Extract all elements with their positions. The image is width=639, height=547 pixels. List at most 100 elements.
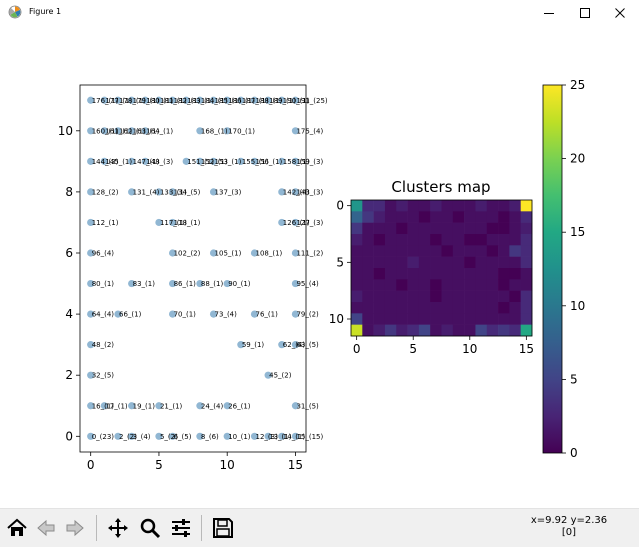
zoom-button[interactable]	[137, 514, 163, 542]
scatter-point	[169, 249, 177, 257]
colorbar-tick-label: 20	[570, 152, 585, 166]
heatmap-cell	[486, 245, 499, 257]
scatter-point	[182, 96, 190, 104]
heatmap-y-tick-label: 0	[336, 199, 344, 213]
heatmap-cell	[520, 256, 533, 269]
heatmap-cell	[509, 313, 521, 325]
scatter-point-label: 5_(2)	[160, 433, 178, 441]
heatmap-cell	[351, 256, 363, 269]
scatter-point	[100, 157, 108, 165]
scatter-point-label: 19_(1)	[133, 402, 156, 410]
heatmap-cell	[475, 313, 488, 325]
heatmap-cell	[418, 302, 431, 314]
scatter-point-label: 14_(1)	[283, 433, 306, 441]
scatter-point-label: 6_(5)	[174, 433, 192, 441]
heatmap-cell	[509, 245, 521, 257]
heatmap-cell	[373, 302, 386, 314]
scatter-point	[100, 127, 108, 135]
heatmap-cell	[498, 268, 510, 280]
heatmap-cell	[464, 268, 476, 280]
configure-subplots-button[interactable]	[168, 514, 194, 542]
heatmap-cell	[407, 211, 420, 223]
scatter-point-label: 181_(1)	[160, 97, 187, 105]
sliders-icon	[172, 519, 190, 537]
heatmap-x-tick-label: 5	[409, 342, 417, 356]
scatter-point	[141, 96, 149, 104]
scatter-point-label: 32_(5)	[92, 372, 115, 380]
scatter-point	[291, 218, 300, 227]
heatmap-cell	[475, 279, 488, 291]
heatmap-cell	[396, 245, 408, 257]
heatmap-cell	[441, 279, 454, 291]
scatter-y-tick-label: 4	[65, 307, 73, 321]
save-button[interactable]	[210, 514, 236, 542]
heatmap-cell	[498, 234, 510, 246]
maximize-button[interactable]	[566, 0, 604, 26]
heatmap-cell	[498, 313, 510, 325]
scatter-point-label: 188_(1)	[256, 97, 283, 105]
heatmap-cell	[384, 324, 397, 337]
scatter-point-label: 12_(3)	[256, 433, 279, 441]
scatter-x-tick-label: 5	[155, 458, 163, 472]
figure-canvas[interactable]: 0 5 10 15 0 2 4 6 8 10 176_(1)177_(1)178_(1)179_(…	[0, 26, 639, 508]
heatmap-cell	[362, 279, 374, 291]
scatter-point	[169, 188, 177, 196]
heatmap-cell	[498, 211, 510, 223]
heatmap-cell	[407, 245, 420, 257]
scatter-point-label: 183_(1)	[187, 97, 214, 105]
scatter-point	[237, 157, 245, 165]
close-button[interactable]	[601, 0, 639, 26]
heatmap-cell	[441, 324, 454, 337]
minimize-icon	[544, 13, 554, 14]
heatmap-cell	[362, 302, 374, 314]
scatter-point	[250, 310, 259, 318]
scatter-point-label: 161_(1)	[105, 127, 132, 135]
heatmap-cell	[418, 234, 431, 246]
heatmap-cell	[475, 256, 488, 269]
scatter-point	[209, 96, 218, 104]
heatmap-cell	[486, 279, 499, 291]
heatmap-cell	[464, 302, 476, 314]
forward-button[interactable]	[62, 514, 88, 542]
heatmap-cell	[464, 222, 476, 235]
scatter-point-label: 162_(1)	[119, 127, 146, 135]
scatter-point-label: 26_(1)	[228, 402, 251, 410]
heatmap-cell	[452, 279, 465, 291]
heatmap-cell	[418, 279, 431, 291]
heatmap-cell	[362, 211, 374, 223]
scatter-point	[169, 96, 177, 104]
scatter-point	[250, 249, 259, 257]
scatter-y-tick-label: 6	[65, 246, 73, 260]
heatmap-cell	[373, 290, 386, 303]
heatmap-cell	[407, 234, 420, 246]
heatmap-cell	[373, 256, 386, 269]
scatter-point	[278, 432, 286, 440]
scatter-point-label: 144_(3)	[92, 158, 119, 166]
heatmap-cell	[351, 211, 363, 223]
heatmap-cell-group	[351, 200, 533, 337]
back-button[interactable]	[33, 514, 59, 542]
heatmap-cell	[373, 245, 386, 257]
heatmap-cell	[509, 222, 521, 235]
scatter-point-label: 128_(2)	[92, 188, 119, 196]
heatmap-cell	[384, 222, 397, 235]
heatmap-cell	[475, 234, 488, 246]
heatmap-cell	[452, 324, 465, 337]
scatter-point	[278, 218, 286, 227]
heatmap-cell	[430, 245, 442, 257]
home-button[interactable]	[4, 514, 30, 542]
scatter-point-label: 185_(1)	[215, 97, 242, 105]
pan-button[interactable]	[105, 514, 131, 542]
cursor-coordinates: x=9.92 y=2.36 [0]	[509, 515, 629, 539]
heatmap-cell	[486, 268, 499, 280]
minimize-button[interactable]	[530, 0, 568, 26]
scatter-point	[264, 432, 272, 440]
heatmap-cell	[452, 302, 465, 314]
scatter-point	[155, 188, 163, 196]
scatter-point	[87, 218, 95, 227]
scatter-point	[87, 249, 95, 257]
scatter-point-label: 83_(1)	[133, 280, 156, 288]
scatter-point	[87, 127, 95, 135]
heatmap-cell	[475, 302, 488, 314]
heatmap-cell	[464, 313, 476, 325]
